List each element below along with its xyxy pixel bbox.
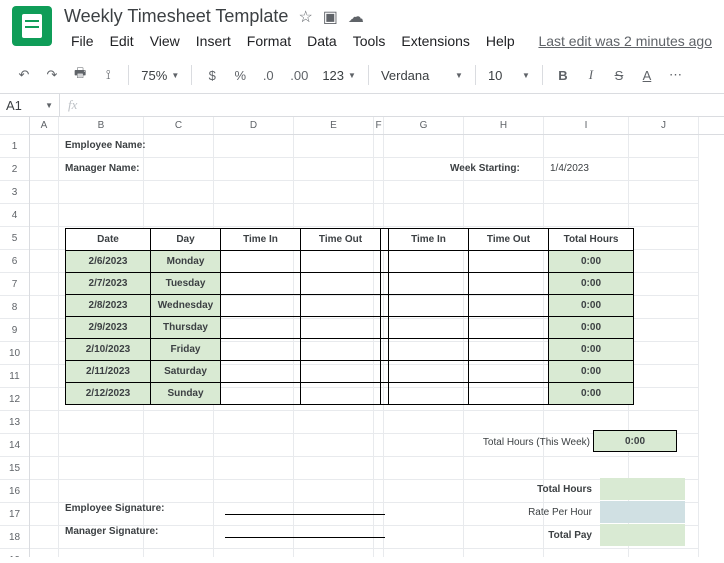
toolbar: ↶ ↷ 🖶 ⟟ 75%▼ $ % .0 .00 123▼ Verdana▼ 10…	[0, 57, 724, 94]
row-header-2[interactable]: 2	[0, 158, 29, 181]
percent-button[interactable]: %	[228, 63, 252, 87]
currency-button[interactable]: $	[200, 63, 224, 87]
column-header-H[interactable]: H	[464, 117, 544, 134]
move-icon[interactable]: ▣	[323, 7, 338, 27]
row-header-15[interactable]: 15	[0, 457, 29, 480]
row-headers: 1234567891011121314151617181920	[0, 117, 30, 557]
employee-name-label: Employee Name:	[65, 140, 146, 151]
row-header-18[interactable]: 18	[0, 526, 29, 549]
decrease-decimal-button[interactable]: .0	[256, 63, 280, 87]
font-dropdown[interactable]: Verdana▼	[377, 66, 467, 85]
row-header-3[interactable]: 3	[0, 181, 29, 204]
row-header-4[interactable]: 4	[0, 204, 29, 227]
formula-bar-row: A1▼ fx	[0, 94, 724, 117]
paint-format-button[interactable]: ⟟	[96, 63, 120, 87]
bold-button[interactable]: B	[551, 63, 575, 87]
formula-input[interactable]	[85, 94, 724, 116]
row-header-1[interactable]: 1	[0, 135, 29, 158]
total-hours-week-label: Total Hours (This Week)	[385, 437, 590, 448]
cloud-icon[interactable]: ☁	[348, 7, 364, 27]
row-header-6[interactable]: 6	[0, 250, 29, 273]
week-total-cell: 0:00	[593, 430, 677, 452]
menu-insert[interactable]: Insert	[189, 29, 238, 53]
rate-per-hour-label: Rate Per Hour	[500, 507, 600, 518]
row-header-16[interactable]: 16	[0, 480, 29, 503]
row-header-17[interactable]: 17	[0, 503, 29, 526]
week-starting-date: 1/4/2023	[550, 163, 589, 174]
column-header-G[interactable]: G	[384, 117, 464, 134]
manager-signature-label: Manager Signature:	[65, 526, 158, 537]
total-hours-label: Total Hours	[500, 484, 600, 495]
redo-button[interactable]: ↷	[40, 63, 64, 87]
employee-signature-label: Employee Signature:	[65, 503, 164, 514]
row-header-13[interactable]: 13	[0, 411, 29, 434]
star-icon[interactable]: ☆	[298, 7, 312, 27]
sheet-body[interactable]: Employee Name: Manager Name: Week Starti…	[30, 135, 724, 557]
text-color-button[interactable]: A	[635, 63, 659, 87]
column-headers: ABCDEFGHIJ	[30, 117, 724, 135]
column-header-D[interactable]: D	[214, 117, 294, 134]
more-button[interactable]: ⋯	[663, 63, 688, 87]
menu-view[interactable]: View	[143, 29, 187, 53]
menu-extensions[interactable]: Extensions	[394, 29, 476, 53]
column-header-I[interactable]: I	[544, 117, 629, 134]
row-header-11[interactable]: 11	[0, 365, 29, 388]
app-header: Weekly Timesheet Template ☆ ▣ ☁ File Edi…	[0, 0, 724, 53]
name-box[interactable]: A1▼	[0, 94, 60, 116]
fx-label: fx	[60, 94, 85, 116]
manager-name-label: Manager Name:	[65, 163, 139, 174]
spreadsheet-grid[interactable]: 1234567891011121314151617181920 ABCDEFGH…	[0, 117, 724, 557]
menu-tools[interactable]: Tools	[346, 29, 393, 53]
column-header-A[interactable]: A	[30, 117, 59, 134]
row-header-5[interactable]: 5	[0, 227, 29, 250]
document-title[interactable]: Weekly Timesheet Template	[64, 6, 288, 27]
last-edit-link[interactable]: Last edit was 2 minutes ago	[538, 33, 712, 49]
rate-per-hour-value	[600, 501, 685, 523]
column-header-B[interactable]: B	[59, 117, 144, 134]
row-header-7[interactable]: 7	[0, 273, 29, 296]
total-pay-value	[600, 524, 685, 546]
column-header-F[interactable]: F	[374, 117, 384, 134]
row-header-14[interactable]: 14	[0, 434, 29, 457]
menu-data[interactable]: Data	[300, 29, 344, 53]
more-formats-dropdown[interactable]: 123▼	[318, 66, 360, 85]
total-hours-value	[600, 478, 685, 500]
increase-decimal-button[interactable]: .00	[284, 63, 314, 87]
column-header-E[interactable]: E	[294, 117, 374, 134]
print-button[interactable]: 🖶	[68, 63, 92, 87]
row-header-8[interactable]: 8	[0, 296, 29, 319]
zoom-dropdown[interactable]: 75%▼	[137, 66, 183, 85]
italic-button[interactable]: I	[579, 63, 603, 87]
column-header-C[interactable]: C	[144, 117, 214, 134]
column-header-J[interactable]: J	[629, 117, 699, 134]
row-header-9[interactable]: 9	[0, 319, 29, 342]
row-header-10[interactable]: 10	[0, 342, 29, 365]
strikethrough-button[interactable]: S	[607, 63, 631, 87]
sheets-icon[interactable]	[12, 6, 52, 46]
menu-bar: File Edit View Insert Format Data Tools …	[64, 29, 712, 53]
total-pay-label: Total Pay	[500, 530, 600, 541]
menu-format[interactable]: Format	[240, 29, 298, 53]
row-header-19[interactable]: 19	[0, 549, 29, 557]
manager-signature-line	[225, 518, 385, 538]
week-starting-label: Week Starting:	[450, 163, 520, 174]
font-size-dropdown[interactable]: 10▼	[484, 66, 534, 85]
employee-signature-line	[225, 495, 385, 515]
menu-help[interactable]: Help	[479, 29, 522, 53]
menu-file[interactable]: File	[64, 29, 101, 53]
menu-edit[interactable]: Edit	[103, 29, 141, 53]
undo-button[interactable]: ↶	[12, 63, 36, 87]
row-header-12[interactable]: 12	[0, 388, 29, 411]
timesheet-table[interactable]: DateDayTime InTime OutTime InTime OutTot…	[65, 228, 634, 405]
